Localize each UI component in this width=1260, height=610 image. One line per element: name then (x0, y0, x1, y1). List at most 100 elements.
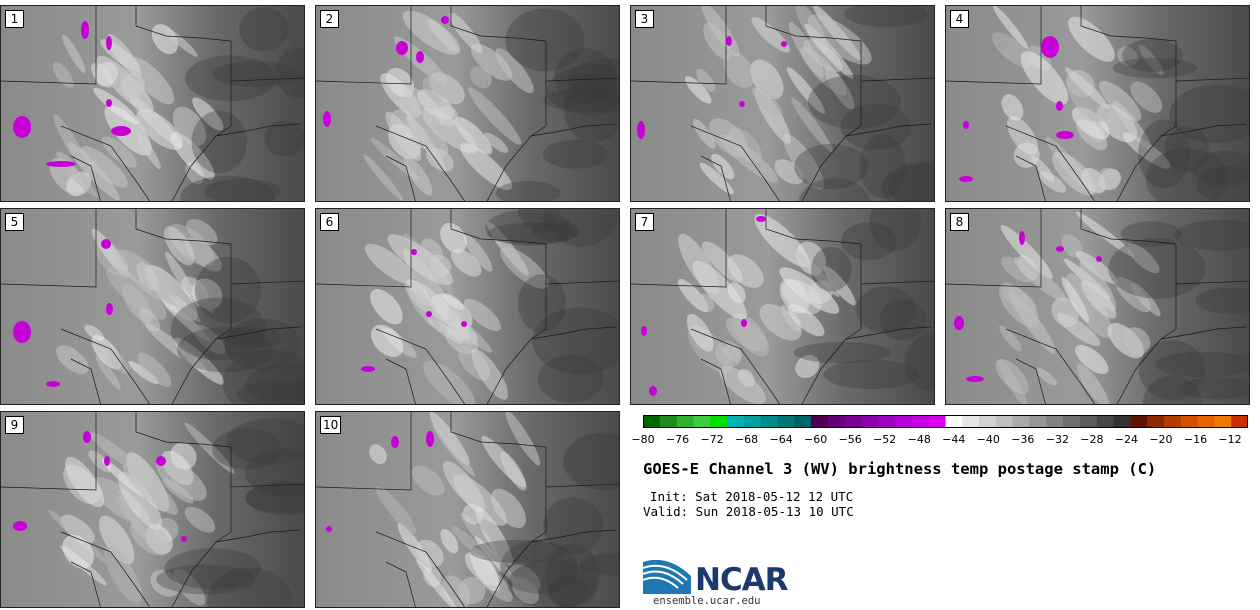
member-number-label: 6 (320, 213, 339, 231)
colorbar-swatch (676, 415, 694, 428)
colorbar-swatch (710, 415, 728, 428)
postage-stamp-panel: 6 (315, 208, 620, 405)
postage-stamp-panel: 1 (0, 5, 305, 202)
cold-cloud-feature (81, 21, 89, 39)
colorbar-swatch (727, 415, 745, 428)
colorbar-swatch (1231, 415, 1248, 428)
colorbar-tick-label: −64 (769, 433, 793, 446)
cold-cloud-feature (101, 239, 111, 249)
cold-cloud-feature (46, 381, 60, 387)
colorbar-tick-label: −44 (942, 433, 966, 446)
cold-cloud-feature (637, 121, 645, 139)
colorbar-swatch (861, 415, 879, 428)
colorbar-tick-label: −72 (700, 433, 724, 446)
colorbar-tick-label: −16 (1183, 433, 1208, 446)
member-number-label: 9 (5, 416, 24, 434)
member-number-label: 8 (950, 213, 969, 231)
member-number-label: 5 (5, 213, 24, 231)
cold-cloud-feature (781, 41, 787, 47)
cold-cloud-feature (361, 366, 375, 372)
colorbar-swatch (1130, 415, 1148, 428)
site-url: ensemble.ucar.edu (653, 595, 761, 607)
ncar-logo-text: NCAR (695, 562, 789, 598)
cold-cloud-feature (396, 41, 408, 55)
cold-cloud-feature (966, 376, 984, 382)
cold-cloud-feature (426, 431, 434, 447)
valid-time: Valid: Sun 2018-05-13 10 UTC (643, 504, 854, 519)
member-number-label: 2 (320, 10, 339, 28)
colorbar-swatch (1197, 415, 1215, 428)
colorbar-swatch (777, 415, 795, 428)
colorbar-tick-label: −32 (1045, 433, 1069, 446)
colorbar-swatch (1012, 415, 1031, 428)
colorbar-swatch (928, 415, 946, 428)
postage-stamp-panel: 7 (630, 208, 935, 405)
cold-cloud-feature (649, 386, 657, 396)
cold-cloud-feature (323, 111, 331, 127)
wv-brightness-map (631, 6, 934, 201)
colorbar-swatch (878, 415, 896, 428)
member-number-label: 7 (635, 213, 654, 231)
colorbar-swatch (1046, 415, 1064, 428)
cold-cloud-feature (1096, 256, 1102, 262)
colorbar-tick-label: −28 (1080, 433, 1104, 446)
colorbar-swatch (1096, 415, 1115, 428)
cold-cloud-feature (104, 456, 110, 466)
cold-cloud-feature (963, 121, 969, 129)
colorbar-swatch (811, 415, 829, 428)
cold-cloud-feature (641, 326, 647, 336)
colorbar-swatch (995, 415, 1014, 428)
cold-cloud-feature (106, 99, 112, 107)
cold-cloud-feature (954, 316, 964, 330)
cold-cloud-feature (181, 536, 187, 542)
colorbar-swatch (1180, 415, 1199, 428)
wv-brightness-map (946, 209, 1249, 404)
colorbar-swatch (962, 415, 980, 428)
colorbar-swatch (844, 415, 862, 428)
colorbar-swatch (1147, 415, 1165, 428)
cold-cloud-feature (756, 216, 766, 222)
figure-title: GOES-E Channel 3 (WV) brightness temp po… (643, 460, 1157, 478)
postage-stamp-panel: 4 (945, 5, 1250, 202)
cold-cloud-feature (106, 303, 113, 315)
cold-cloud-feature (13, 321, 31, 343)
colorbar-swatch (979, 415, 997, 428)
colorbar-swatch (1163, 415, 1182, 428)
colorbar-swatch (1063, 415, 1081, 428)
colorbar-swatch (1113, 415, 1131, 428)
cold-cloud-feature (739, 101, 745, 107)
colorbar-tick-label: −56 (838, 433, 862, 446)
cold-cloud-feature (13, 116, 31, 138)
cold-cloud-feature (959, 176, 973, 182)
colorbar-tick-label: −60 (804, 433, 828, 446)
postage-stamp-panel: 9 (0, 411, 305, 608)
colorbar-swatch (643, 415, 661, 428)
colorbar-tick-label: −68 (734, 433, 759, 446)
postage-stamp-panel: 5 (0, 208, 305, 405)
colorbar-swatch (945, 415, 963, 428)
postage-stamp-panel: 2 (315, 5, 620, 202)
colorbar-tick-label: −20 (1149, 433, 1173, 446)
cold-cloud-feature (426, 311, 432, 317)
cold-cloud-feature (13, 521, 27, 531)
cold-cloud-feature (1056, 101, 1063, 111)
cold-cloud-feature (156, 456, 166, 466)
colorbar-swatch (1079, 415, 1098, 428)
wv-brightness-map (1, 209, 304, 404)
colorbar-swatch (1214, 415, 1232, 428)
cold-cloud-feature (1019, 231, 1025, 245)
colorbar-tick-label: −40 (976, 433, 1000, 446)
cold-cloud-feature (416, 51, 424, 63)
colorbar-swatch (794, 415, 812, 428)
colorbar-tick-label: −80 (631, 433, 655, 446)
cold-cloud-feature (111, 126, 131, 136)
postage-stamp-panel: 10 (315, 411, 620, 608)
postage-stamp-panel: 8 (945, 208, 1250, 405)
init-time: Init: Sat 2018-05-12 12 UTC (650, 489, 854, 504)
colorbar-tick-label: −24 (1114, 433, 1139, 446)
cold-cloud-feature (83, 431, 91, 443)
cold-cloud-feature (391, 436, 399, 448)
colorbar-tick-label: −12 (1218, 433, 1242, 446)
cold-cloud-feature (1056, 246, 1064, 252)
wv-brightness-map (1, 6, 304, 201)
